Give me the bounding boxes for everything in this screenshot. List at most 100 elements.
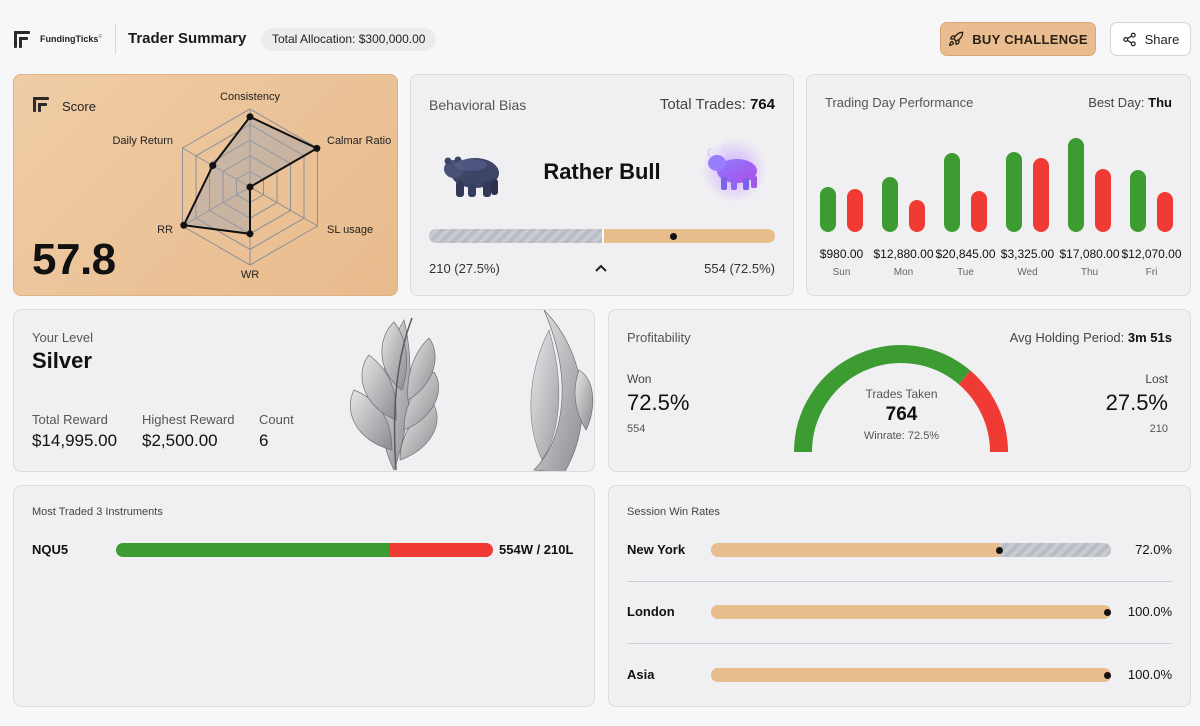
bar-loss-wed — [1033, 158, 1049, 232]
buy-challenge-label: BUY CHALLENGE — [972, 31, 1088, 47]
radar-axis-calmar-ratio: Calmar Ratio — [327, 135, 391, 147]
session-percent: 72.0% — [1135, 542, 1172, 557]
bar-loss-fri — [1157, 192, 1173, 232]
profitability-card: Profitability Avg Holding Period: 3m 51s… — [608, 309, 1191, 472]
fundingticks-logo-icon — [12, 28, 34, 50]
radar-value-polygon — [182, 115, 320, 235]
fundingticks-logo-icon — [32, 95, 54, 117]
laurel-wreath-icon — [350, 310, 594, 471]
rocket-icon — [949, 31, 964, 46]
score-card: Consistency Calmar Ratio SL usage WR RR … — [13, 74, 398, 296]
bar-total-label: $20,845.00 — [935, 247, 995, 261]
chevron-up-icon[interactable] — [594, 261, 608, 275]
radar-point — [313, 144, 321, 152]
behavioral-bias-card: Behavioral Bias Total Trades: 764 Rather… — [410, 74, 794, 296]
session-bar-fill — [711, 605, 1111, 619]
trading-day-performance-card: Trading Day Performance Best Day: Thu $9… — [806, 74, 1191, 296]
session-row-asia: Asia 100.0% — [627, 611, 1172, 682]
bias-marker — [670, 233, 678, 240]
session-name: New York — [627, 542, 686, 557]
bar-day-label: Mon — [894, 267, 913, 278]
brand-logo[interactable]: FundingTicks® — [12, 28, 102, 50]
gauge-loss-arc — [958, 370, 1008, 453]
winrate-label: Winrate: 72.5% — [863, 430, 940, 442]
bar-loss-sun — [847, 189, 863, 232]
radar-axis-consistency: Consistency — [220, 91, 280, 103]
page-title: Trader Summary — [128, 30, 247, 47]
session-bar — [711, 543, 1111, 557]
trades-taken-value: 764 — [885, 404, 918, 425]
most-traded-title: Most Traded 3 Instruments — [32, 506, 163, 518]
radar-axis-rr: RR — [157, 224, 173, 236]
profitability-title: Profitability — [627, 330, 691, 345]
session-percent: 100.0% — [1127, 667, 1172, 682]
session-divider — [627, 581, 1172, 582]
share-button[interactable]: Share — [1110, 22, 1191, 56]
bias-progress-bar — [429, 229, 775, 243]
winrate-gauge — [794, 345, 1008, 453]
radar-spoke — [182, 186, 251, 227]
bull-icon — [701, 137, 767, 203]
radar-point — [246, 183, 254, 191]
header-divider — [115, 24, 116, 54]
most-traded-instruments-card: Most Traded 3 Instruments NQU5 554W / 21… — [13, 485, 595, 707]
bar-profit-sun — [820, 187, 836, 232]
radar-point — [209, 162, 217, 170]
bar-total-label: $12,070.00 — [1121, 247, 1181, 261]
session-marker — [995, 547, 1003, 554]
session-bar-fill — [711, 543, 999, 557]
behavioral-bias-title: Behavioral Bias — [429, 97, 527, 113]
bias-verdict: Rather Bull — [543, 159, 661, 184]
session-divider — [627, 643, 1172, 644]
radar-spoke — [182, 147, 251, 188]
buy-challenge-button[interactable]: BUY CHALLENGE — [940, 22, 1096, 56]
trading-day-performance-title: Trading Day Performance — [825, 95, 974, 110]
bar-day-label: Sun — [833, 267, 851, 278]
share-icon — [1122, 32, 1136, 46]
session-name: London — [627, 604, 675, 619]
total-reward: Total Reward $14,995.00 — [32, 412, 118, 450]
radar-point — [246, 230, 254, 238]
session-win-rates-title: Session Win Rates — [627, 506, 720, 518]
radar-point — [180, 221, 188, 229]
bull-trades: 554 (72.5%) — [704, 261, 775, 276]
score-title-label: Score — [62, 98, 96, 114]
bar-loss-mon — [909, 200, 925, 232]
bar-profit-thu — [1068, 138, 1084, 232]
session-bar — [711, 605, 1111, 619]
best-day: Best Day: Thu — [1088, 95, 1172, 110]
lost-count: 210 — [1149, 423, 1168, 435]
session-percent: 100.0% — [1127, 604, 1172, 619]
instrument-win-segment — [116, 543, 390, 557]
bar-day-label: Fri — [1146, 267, 1158, 278]
header: FundingTicks® Trader Summary Total Alloc… — [0, 0, 1200, 74]
level-label: Your Level — [32, 330, 93, 345]
won-percent: 72.5% — [627, 390, 690, 415]
radar-point — [246, 113, 254, 121]
instrument-win-loss-bar — [116, 543, 493, 557]
bias-bear-segment — [429, 229, 602, 243]
level-value: Silver — [32, 348, 92, 373]
session-name: Asia — [627, 667, 655, 682]
gauge-win-arc — [794, 345, 971, 453]
avg-holding-period: Avg Holding Period: 3m 51s — [1009, 330, 1172, 345]
bar-total-label: $3,325.00 — [1001, 247, 1055, 261]
trading-day-bar-chart: $980.00 Sun $12,880.00 Mon $20,845.00 Tue $3,3… — [820, 138, 1182, 278]
bar-profit-fri — [1130, 170, 1146, 232]
brand-name: FundingTicks® — [40, 34, 103, 44]
bear-trades: 210 (27.5%) — [429, 261, 500, 276]
session-bar-fill — [711, 668, 1111, 682]
radar-axis-daily-return: Daily Return — [112, 135, 173, 147]
total-trades: Total Trades: 764 — [659, 96, 775, 113]
radar-axis-sl-usage: SL usage — [327, 224, 373, 236]
bar-loss-tue — [971, 191, 987, 232]
session-row-london: London 100.0% — [627, 548, 1172, 619]
reward-count: Count 6 — [259, 412, 294, 450]
won-count: 554 — [627, 423, 646, 435]
bar-day-label: Tue — [957, 267, 974, 278]
bar-profit-mon — [882, 177, 898, 232]
radar-value-points — [180, 113, 321, 238]
bar-profit-tue — [944, 153, 960, 232]
session-win-rates-card: Session Win Rates New York 72.0% London … — [608, 485, 1191, 707]
session-marker — [1104, 672, 1111, 679]
